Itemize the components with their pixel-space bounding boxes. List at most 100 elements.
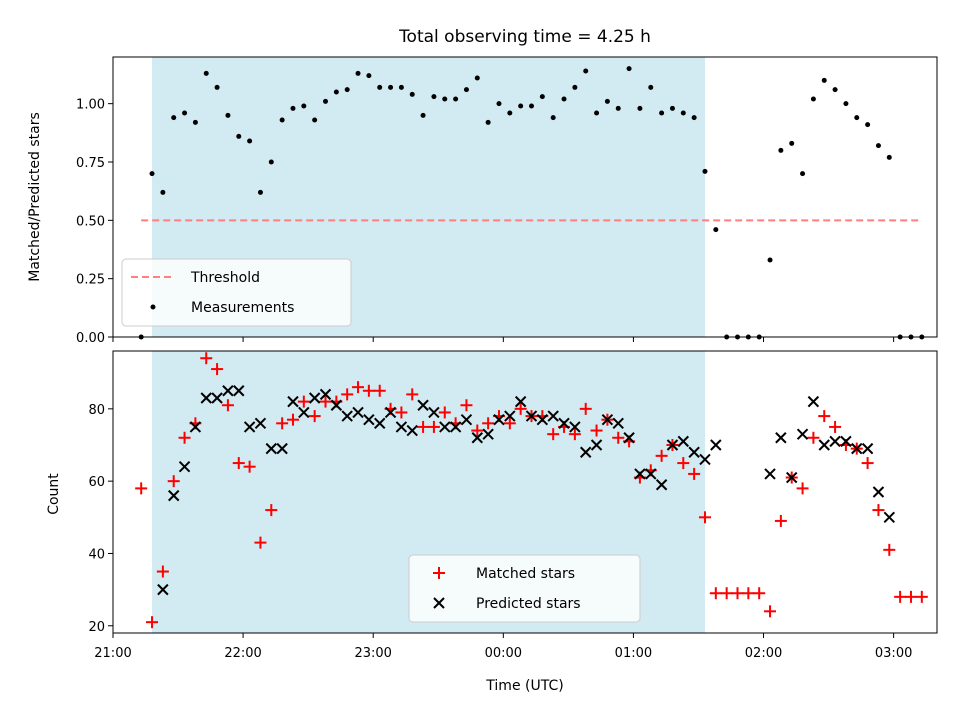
predicted-star-point xyxy=(569,421,581,433)
matched-star-point xyxy=(872,504,885,517)
x-b xyxy=(786,471,798,484)
x-axis-label: Time (UTC) xyxy=(485,678,563,694)
matched-star-point xyxy=(211,363,224,376)
matched-star-point xyxy=(254,536,267,549)
x-b xyxy=(417,399,429,411)
x-b xyxy=(536,413,549,426)
measurement-point xyxy=(323,98,329,104)
x-b xyxy=(710,439,722,451)
measurement-point xyxy=(463,87,469,93)
predicted-star-point xyxy=(807,395,820,408)
x-tick-label: 21:00 xyxy=(94,646,131,661)
count-legend-box xyxy=(408,554,641,623)
measurement-point xyxy=(810,96,816,102)
predicted-star-point xyxy=(536,413,549,426)
measurement-point xyxy=(236,133,242,139)
y-tick-label: 60 xyxy=(88,475,105,490)
count-y-axis-label: Count xyxy=(46,473,62,515)
x-tick-label: 02:00 xyxy=(745,646,782,661)
predicted-star-point xyxy=(710,439,722,451)
matched-star-point xyxy=(167,475,180,488)
ratio-y-axis-label: Matched/Predicted stars xyxy=(27,112,43,282)
count-panel: 20 40 60 80 21:00 22:00 23:00 00:00 01:00 02:00 0… xyxy=(46,350,938,694)
measurement-point xyxy=(680,110,686,116)
x-b xyxy=(168,489,180,502)
x-b xyxy=(764,468,776,480)
measurements-series xyxy=(138,66,925,340)
predicted-star-point xyxy=(341,410,353,422)
matched-star-point xyxy=(373,384,386,397)
measurement-point xyxy=(529,103,535,109)
measurement-point xyxy=(561,96,567,102)
y-tick-label: 0.25 xyxy=(76,273,105,288)
measurement-point xyxy=(431,94,437,100)
predicted-star-point xyxy=(645,468,657,480)
measurement-point xyxy=(691,115,697,121)
predicted-star-point xyxy=(612,417,624,430)
matched-star-point xyxy=(265,504,278,517)
predicted-star-point xyxy=(471,432,484,444)
matched-star-point xyxy=(135,482,148,495)
x-b xyxy=(623,432,635,444)
predicted-star-point xyxy=(699,453,711,466)
measurement-point xyxy=(257,189,263,195)
x-b xyxy=(655,479,668,491)
matched-star-point xyxy=(720,587,733,600)
matched-star-point xyxy=(818,410,831,423)
measurement-point xyxy=(507,110,513,116)
measurement-point xyxy=(594,110,600,116)
matched-star-point xyxy=(286,413,299,426)
predicted-star-point xyxy=(374,417,386,430)
predicted-star-point xyxy=(363,413,375,426)
x-b xyxy=(590,439,603,451)
x-b xyxy=(666,439,679,451)
predicted-star-point xyxy=(840,435,852,448)
x-b xyxy=(872,486,885,498)
predicted-star-point xyxy=(189,421,202,433)
x-b xyxy=(504,410,516,422)
x-b xyxy=(298,406,310,419)
measurement-point xyxy=(800,171,806,177)
matched-star-point xyxy=(742,587,755,600)
predicted-star-point xyxy=(265,442,278,455)
matched-star-point xyxy=(178,431,191,444)
predicted-star-point xyxy=(330,399,343,411)
measurement-point xyxy=(886,154,892,160)
x-b xyxy=(645,468,657,480)
x-tick-label: 03:00 xyxy=(875,646,912,661)
x-b xyxy=(363,413,375,426)
measurement-point xyxy=(626,66,632,72)
matched-star-point xyxy=(221,399,234,412)
ratio-legend: Threshold Measurements xyxy=(121,258,352,327)
measurement-point xyxy=(713,227,719,233)
measurement-point xyxy=(192,119,198,125)
matched-star-point xyxy=(200,352,213,365)
ratio-legend-box xyxy=(121,258,352,327)
x-b xyxy=(243,421,256,433)
measurement-point xyxy=(203,70,209,76)
predicted-star-point xyxy=(504,410,516,422)
matched-star-point xyxy=(568,428,581,441)
matched-star-point xyxy=(677,457,690,470)
measurement-point xyxy=(854,115,860,121)
measurement-point xyxy=(398,84,404,90)
ratio-y-ticks: 0.00 0.25 0.50 0.75 1.00 xyxy=(76,98,113,346)
x-b xyxy=(547,410,559,422)
y-tick-label: 40 xyxy=(88,547,105,562)
predicted-star-point xyxy=(872,486,885,498)
x-b xyxy=(287,395,299,408)
matched-star-point xyxy=(503,417,516,430)
predicted-star-point xyxy=(460,413,473,426)
measurement-point xyxy=(875,143,881,149)
measurement-point xyxy=(279,117,285,123)
x-b xyxy=(796,428,809,440)
predicted-star-point xyxy=(655,479,668,491)
x-b xyxy=(634,468,646,480)
matched-star-point xyxy=(904,590,917,603)
x-b xyxy=(699,453,711,466)
y-tick-label: 0.75 xyxy=(76,156,105,171)
measurement-point xyxy=(344,87,350,93)
measurement-point xyxy=(496,101,502,107)
x-b xyxy=(525,410,538,422)
measurement-point xyxy=(301,103,307,109)
